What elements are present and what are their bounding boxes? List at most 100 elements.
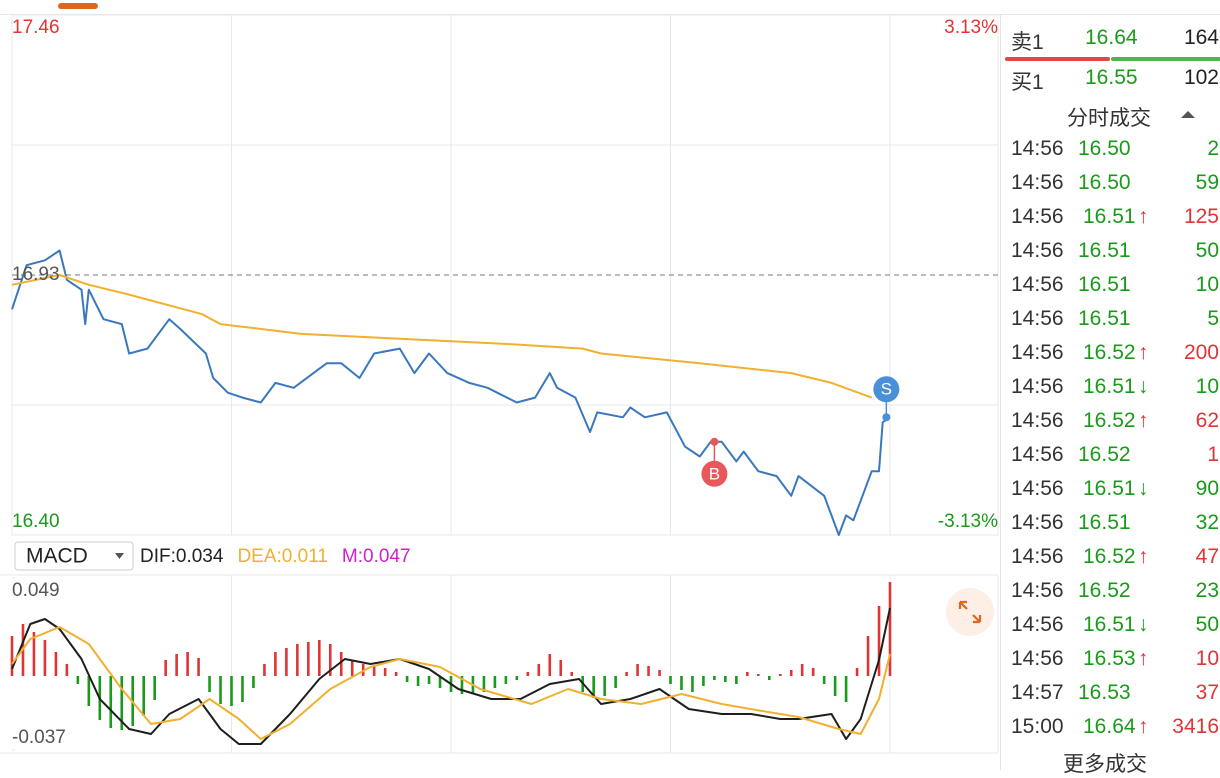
macd-bar (592, 676, 595, 698)
trade-price: 16.51 (1078, 273, 1131, 296)
trade-price: 16.52 (1083, 341, 1136, 364)
order-label: 买1 (1011, 71, 1044, 94)
trade-row: 14:56 16.52 ↑ 62 (1001, 403, 1220, 437)
annotation-badge (873, 376, 900, 403)
macd-bar (559, 660, 563, 676)
dropdown-icon (115, 553, 124, 559)
trade-arrow: ↑ (1138, 409, 1149, 432)
trade-time: 14:56 (1011, 205, 1064, 228)
y-tick-label: 17.46 (12, 17, 60, 38)
trade-row: 14:57 16.53 37 (1001, 675, 1220, 709)
macd-bar (570, 672, 574, 676)
macd-bar (789, 670, 793, 676)
trade-time: 14:56 (1011, 273, 1064, 296)
trade-time: 14:56 (1011, 647, 1064, 670)
annotation-label: B (709, 464, 720, 483)
macd-bar (54, 652, 58, 676)
macd-bar (460, 676, 464, 694)
trade-time: 14:56 (1011, 171, 1064, 194)
chart: MACD 17.46 16.40 3.13% -3.13% 16.93 B S 0.049 -0… (0, 14, 999, 754)
macd-bar (647, 666, 650, 676)
macd-bar (197, 658, 200, 676)
trades-title[interactable]: 分时成交 (1067, 107, 1151, 130)
trade-volume: 1 (1207, 443, 1219, 466)
annotation-point (710, 437, 719, 446)
macd-bar (318, 640, 321, 676)
macd-bar (416, 676, 420, 686)
collapse-icon[interactable] (1181, 110, 1195, 120)
more-trades[interactable]: 更多成交 (1063, 753, 1147, 776)
macd-bar (691, 676, 694, 692)
trade-price: 16.53 (1083, 647, 1136, 670)
trade-arrow: ↑ (1138, 341, 1149, 364)
macd-bar (614, 676, 617, 688)
trade-row: 14:56 16.51 ↓ 10 (1001, 369, 1220, 403)
trade-price: 16.51 (1078, 511, 1131, 534)
trade-time: 15:00 (1011, 715, 1064, 738)
legend-entry: DIF:0.034 (140, 546, 224, 567)
trade-price: 16.50 (1078, 137, 1131, 160)
trade-row: 14:56 16.50 59 (1001, 165, 1220, 199)
trade-arrow: ↓ (1138, 477, 1149, 500)
trade-time: 14:56 (1011, 613, 1064, 636)
y2-tick-label: 3.13% (944, 17, 998, 38)
trade-row: 14:56 16.52 ↑ 200 (1001, 335, 1220, 369)
trade-time: 14:56 (1011, 307, 1064, 330)
indicator-select[interactable] (14, 541, 134, 571)
macd-bar (405, 676, 409, 682)
trade-arrow: ↓ (1138, 375, 1149, 398)
annotation-point (882, 413, 891, 422)
trade-price: 16.52 (1078, 443, 1131, 466)
trade-row: 14:56 16.51 ↓ 50 (1001, 607, 1220, 641)
macd-bar (658, 670, 661, 676)
y-tick-label: 0.049 (12, 580, 60, 601)
macd-bar (296, 644, 299, 676)
macd-bar (844, 676, 848, 702)
macd-bar (800, 664, 804, 676)
legend-entry: M:0.047 (342, 546, 411, 567)
trade-time: 14:56 (1011, 341, 1064, 364)
trade-row: 14:56 16.51 50 (1001, 233, 1220, 267)
macd-bar (339, 652, 343, 676)
macd-bar (735, 676, 738, 684)
trade-arrow: ↓ (1138, 613, 1149, 636)
trade-row: 14:56 16.51 32 (1001, 505, 1220, 539)
fullscreen-button[interactable] (946, 588, 994, 636)
macd-bar (855, 668, 859, 676)
macd-bar (175, 654, 178, 676)
macd-bar (811, 668, 815, 676)
macd-bar (10, 636, 14, 676)
trade-price: 16.51 (1078, 239, 1131, 262)
macd-bar (285, 648, 288, 676)
line (11, 274, 873, 399)
y-tick-label: 16.40 (12, 511, 60, 532)
macd-bar (274, 652, 277, 676)
trade-price: 16.53 (1078, 681, 1131, 704)
macd-bar (493, 676, 497, 688)
trade-volume: 47 (1195, 545, 1219, 568)
order-row: 卖1 16.64 164 (1001, 18, 1220, 54)
macd-bar (548, 654, 552, 676)
macd-bar (746, 672, 749, 676)
macd-bar (537, 664, 541, 676)
trade-volume: 10 (1195, 375, 1219, 398)
trade-volume: 10 (1195, 273, 1219, 296)
trade-price: 16.51 (1083, 375, 1136, 398)
macd-bar (372, 666, 376, 676)
trade-price: 16.52 (1083, 409, 1136, 432)
trade-row: 14:56 16.51 ↑ 125 (1001, 199, 1220, 233)
macd-bar (153, 676, 156, 700)
macd-bar (877, 606, 881, 676)
macd-bar (208, 676, 211, 692)
macd-bar (142, 676, 145, 716)
trade-volume: 32 (1195, 511, 1219, 534)
trade-price: 16.51 (1078, 307, 1131, 330)
trade-volume: 2 (1207, 137, 1219, 160)
order-row: 买1 16.55 102 (1001, 58, 1220, 94)
macd-bar (669, 676, 672, 684)
trade-row: 14:56 16.52 ↑ 47 (1001, 539, 1220, 573)
trade-price: 16.51 (1083, 477, 1136, 500)
macd-bar (186, 652, 189, 676)
macd-bar (833, 676, 837, 696)
baseline-label: 16.93 (12, 264, 60, 285)
